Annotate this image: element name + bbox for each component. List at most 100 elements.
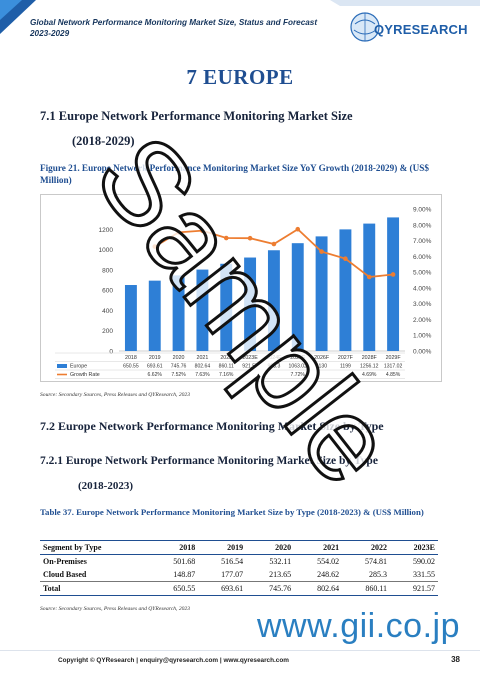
bar <box>172 275 185 351</box>
left-axis-tick-label: 400 <box>102 308 113 315</box>
category-label: 2018 <box>125 355 137 361</box>
category-label: 2023E <box>242 355 258 361</box>
chart-canvas: 0 200 400 600 800 1000 1200 0.00% 1.00% 2.00% 3.00… <box>55 207 432 379</box>
header-cell: Segment by Type <box>40 540 151 555</box>
category-label: 2021 <box>197 355 209 361</box>
page-number: 38 <box>451 655 460 664</box>
growth-rate-point <box>200 228 205 233</box>
section-7-2-1-years: (2018-2023) <box>78 480 133 492</box>
bar <box>315 236 328 351</box>
growth-data-label: 4.85% <box>386 372 401 378</box>
row-label: Total <box>40 581 151 596</box>
category-label: 2024F <box>266 355 282 361</box>
section-7-2-title: 7.2 Europe Network Performance Monitorin… <box>40 419 384 433</box>
table-cell: 285.3 <box>369 570 388 579</box>
section-7-1-title: 7.1 Europe Network Performance Monitorin… <box>40 109 353 123</box>
header-cell: 2019 <box>198 540 247 555</box>
bar-data-label: 745.76 <box>171 364 187 370</box>
header-cell: 2021 <box>294 540 343 555</box>
table-cell: 921.57 <box>390 581 438 596</box>
growth-rate-point <box>176 230 181 235</box>
table-cell: 693.61 <box>198 581 247 596</box>
logo-text: QYRESEARCH <box>374 22 468 37</box>
figure-source: Source: Secondary Sources, Press Release… <box>40 392 191 398</box>
table-row: Cloud Based 148.87 177.07 213.65 248.62 … <box>40 568 438 582</box>
category-label: 2026F <box>314 355 330 361</box>
bar-data-label: 993.3 <box>268 364 281 370</box>
bar-data-label: 1256.12 <box>360 364 379 370</box>
left-axis-tick-label: 1000 <box>99 247 114 254</box>
table-cell: 532.11 <box>269 557 292 566</box>
section-7-1-years: (2018-2029) <box>72 134 135 148</box>
bar <box>220 263 233 351</box>
table-row: On-Premises 501.68 516.54 532.11 554.02 … <box>40 555 438 569</box>
header-band <box>0 0 480 34</box>
growth-data-label: 6.62% <box>148 372 163 378</box>
qyresearch-logo: QYRESEARCH <box>350 10 468 44</box>
site-watermark: www.gii.co.jp <box>256 607 460 645</box>
bar <box>196 269 209 351</box>
legend-label-growth: Growth Rate <box>70 372 100 378</box>
category-label: 2027F <box>338 355 354 361</box>
bar-data-label: 921.57 <box>242 364 258 370</box>
right-axis-tick-label: 1.00% <box>413 333 432 340</box>
right-axis-tick-label: 5.00% <box>413 270 432 277</box>
table-cell: 802.64 <box>294 581 343 596</box>
table-cell: 177.07 <box>221 570 244 579</box>
table-header-row: Segment by Type 2018 2019 2020 2021 2022… <box>40 540 438 555</box>
right-axis-tick-label: 2.00% <box>413 317 432 324</box>
left-axis-tick-label: 800 <box>102 267 113 274</box>
growth-data-label: 4.69% <box>362 372 377 378</box>
table-cell: 650.55 <box>150 581 199 596</box>
table-source: Source: Secondary Sources, Press Release… <box>40 606 191 612</box>
growth-rate-point <box>271 241 277 247</box>
category-label: 2028F <box>362 355 378 361</box>
growth-rate-point <box>247 235 253 241</box>
section-7-2-1-title: 7.2.1 Europe Network Performance Monitor… <box>40 455 378 467</box>
table-cell: 554.02 <box>317 557 340 566</box>
report-title: Global Network Performance Monitoring Ma… <box>30 18 318 38</box>
growth-rate-point <box>390 272 396 277</box>
legend-label-europe: Europe <box>70 364 87 370</box>
table-cell: 213.65 <box>269 570 292 579</box>
bar-data-label: 802.64 <box>195 364 211 370</box>
right-axis-tick-label: 6.00% <box>413 254 432 261</box>
bar <box>339 229 352 351</box>
chapter-title: 7 EUROPE <box>186 65 294 89</box>
right-axis-tick-label: 3.00% <box>413 301 432 308</box>
bar-data-label: 650.55 <box>123 364 139 370</box>
growth-chart: 0 200 400 600 800 1000 1200 0.00% 1.00% 2.00% 3.00… <box>40 194 442 382</box>
market-size-table: Segment by Type 2018 2019 2020 2021 2022… <box>40 540 438 596</box>
table-total-row: Total 650.55 693.61 745.76 802.64 860.11… <box>40 581 438 596</box>
growth-rate-point <box>343 256 348 261</box>
row-label: On-Premises <box>43 557 87 566</box>
growth-data-label: 7.52% <box>171 372 186 378</box>
category-label: 2029F <box>386 355 402 361</box>
growth-rate-point <box>223 235 229 241</box>
right-axis-tick-label: 7.00% <box>413 238 432 245</box>
bar-data-label: 1063.02 <box>289 364 308 370</box>
header-cell: 2020 <box>246 540 295 555</box>
bar <box>124 285 137 351</box>
bar-data-label: 1130 <box>316 364 327 370</box>
table-caption: Table 37. Europe Network Performance Mon… <box>40 507 424 517</box>
category-label: 2022 <box>220 355 232 361</box>
right-axis-tick-label: 0.00% <box>413 349 432 356</box>
bar <box>267 250 280 351</box>
growth-data-label: 7.63% <box>195 372 210 378</box>
left-axis-tick-label: 0 <box>109 349 113 356</box>
left-axis-tick-label: 1200 <box>99 227 114 234</box>
left-axis-tick-label: 200 <box>102 328 113 335</box>
bar <box>291 243 304 351</box>
growth-rate-point <box>366 274 372 280</box>
bar <box>387 217 400 351</box>
growth-rate-point <box>152 244 158 249</box>
category-label: 2020 <box>173 355 185 361</box>
category-label: 2019 <box>149 355 161 361</box>
page-footer: Copyright © QYResearch | enquiry@qyresea… <box>0 650 480 671</box>
growth-rate-point <box>319 249 324 254</box>
growth-data-label: 7.72% <box>291 372 306 378</box>
table-cell: 516.54 <box>221 557 244 566</box>
bar <box>148 280 161 351</box>
header-cell: 2018 <box>150 540 199 555</box>
